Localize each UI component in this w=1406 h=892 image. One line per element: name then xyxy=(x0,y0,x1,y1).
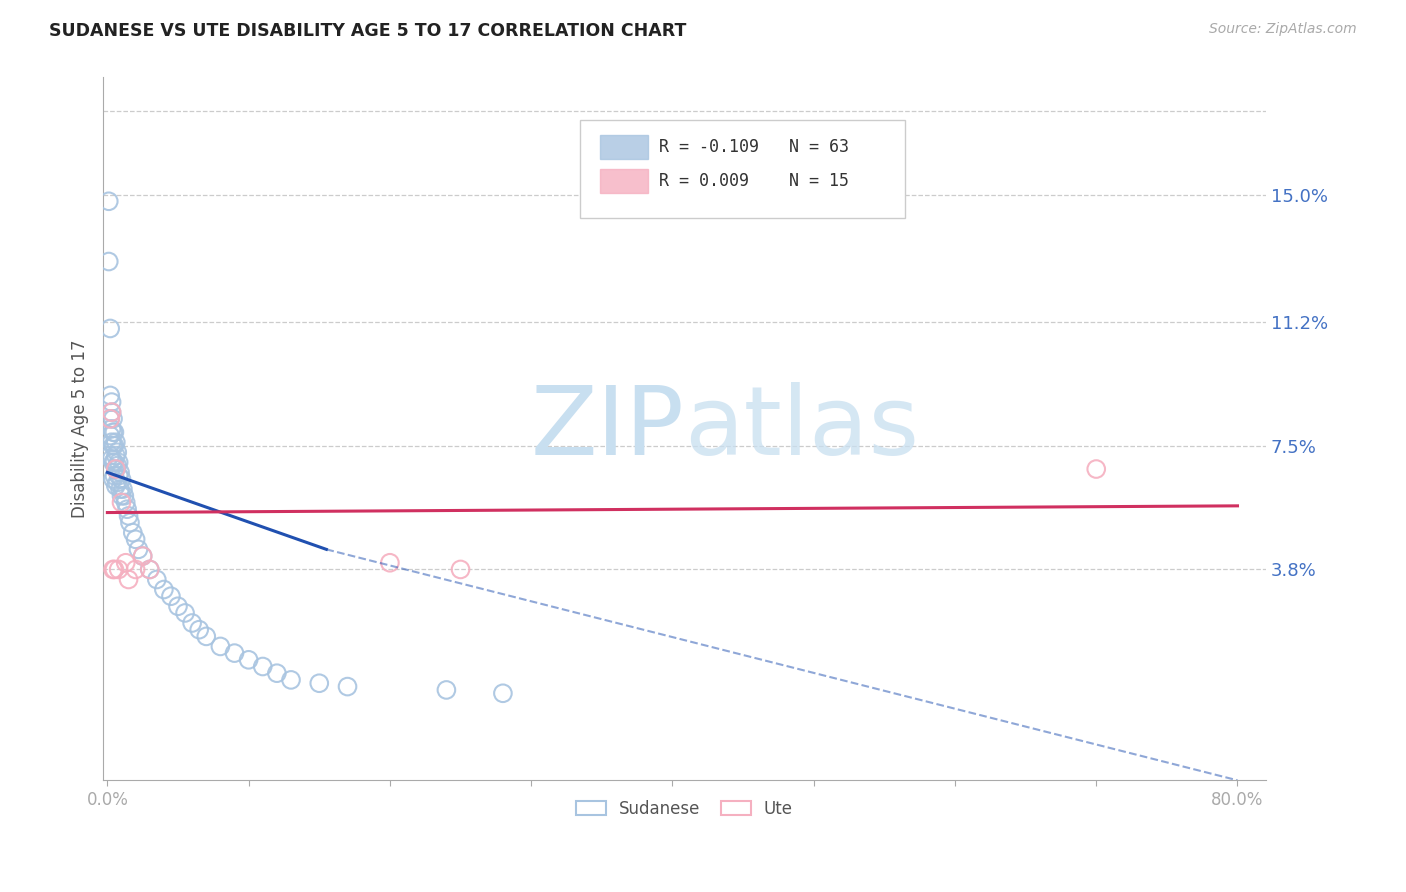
Point xyxy=(167,599,190,614)
Point xyxy=(104,449,127,463)
Point xyxy=(1085,462,1108,476)
Point xyxy=(100,435,122,450)
Point xyxy=(104,462,127,476)
Point xyxy=(124,562,146,576)
Point xyxy=(104,479,127,493)
Point xyxy=(100,405,122,419)
Point xyxy=(280,673,302,687)
Point xyxy=(308,676,330,690)
Point xyxy=(127,542,149,557)
Point xyxy=(98,449,121,463)
Point xyxy=(434,682,457,697)
Point xyxy=(131,549,153,563)
Point xyxy=(100,395,122,409)
Legend: Sudanese, Ute: Sudanese, Ute xyxy=(569,793,800,825)
Point xyxy=(101,439,124,453)
Point xyxy=(117,508,139,523)
Point xyxy=(98,388,121,402)
Point xyxy=(111,482,134,496)
Point xyxy=(101,412,124,426)
Point xyxy=(114,495,136,509)
Point xyxy=(101,425,124,440)
Point xyxy=(378,556,401,570)
Point xyxy=(104,435,127,450)
Point xyxy=(224,646,246,660)
Y-axis label: Disability Age 5 to 17: Disability Age 5 to 17 xyxy=(72,340,89,518)
Point xyxy=(107,468,129,483)
Text: SUDANESE VS UTE DISABILITY AGE 5 TO 17 CORRELATION CHART: SUDANESE VS UTE DISABILITY AGE 5 TO 17 C… xyxy=(49,22,686,40)
Point xyxy=(107,562,129,576)
Point xyxy=(131,549,153,563)
Point xyxy=(118,516,141,530)
Point xyxy=(105,445,128,459)
Point xyxy=(104,462,127,476)
Point xyxy=(124,533,146,547)
Point xyxy=(103,439,125,453)
Point xyxy=(97,194,120,209)
Point xyxy=(195,629,218,643)
Point xyxy=(209,640,232,654)
Point xyxy=(100,405,122,419)
Point xyxy=(103,562,125,576)
Point xyxy=(110,495,132,509)
Point xyxy=(121,525,143,540)
Point xyxy=(450,562,472,576)
Point xyxy=(153,582,176,597)
Point xyxy=(117,573,139,587)
Point xyxy=(139,562,162,576)
Point xyxy=(98,321,121,335)
Point xyxy=(103,468,125,483)
Point xyxy=(238,653,260,667)
Point xyxy=(101,562,124,576)
Point xyxy=(100,452,122,467)
Point xyxy=(108,466,131,480)
Point xyxy=(336,680,359,694)
Point xyxy=(98,412,121,426)
Point xyxy=(100,422,122,436)
Text: ZIP: ZIP xyxy=(530,383,685,475)
Text: atlas: atlas xyxy=(685,383,920,475)
FancyBboxPatch shape xyxy=(599,169,648,193)
Point xyxy=(105,458,128,473)
Point xyxy=(101,455,124,469)
Point xyxy=(101,472,124,486)
FancyBboxPatch shape xyxy=(599,135,648,159)
Point xyxy=(114,556,136,570)
Point xyxy=(110,472,132,486)
Point xyxy=(266,666,288,681)
Point xyxy=(103,425,125,440)
Point xyxy=(105,475,128,490)
Point xyxy=(110,489,132,503)
Point xyxy=(146,573,169,587)
FancyBboxPatch shape xyxy=(579,120,905,218)
Point xyxy=(98,412,121,426)
Point xyxy=(181,615,204,630)
Point xyxy=(108,482,131,496)
Text: Source: ZipAtlas.com: Source: ZipAtlas.com xyxy=(1209,22,1357,37)
Point xyxy=(97,254,120,268)
Text: R = -0.109   N = 63: R = -0.109 N = 63 xyxy=(659,138,849,156)
Point xyxy=(139,562,162,576)
Point xyxy=(160,589,183,603)
Point xyxy=(98,428,121,442)
Point xyxy=(115,502,138,516)
Point xyxy=(107,455,129,469)
Point xyxy=(188,623,211,637)
Point xyxy=(112,489,135,503)
Point xyxy=(103,455,125,469)
Text: R = 0.009    N = 15: R = 0.009 N = 15 xyxy=(659,172,849,190)
Point xyxy=(174,606,197,620)
Point xyxy=(492,686,515,700)
Point xyxy=(252,659,274,673)
